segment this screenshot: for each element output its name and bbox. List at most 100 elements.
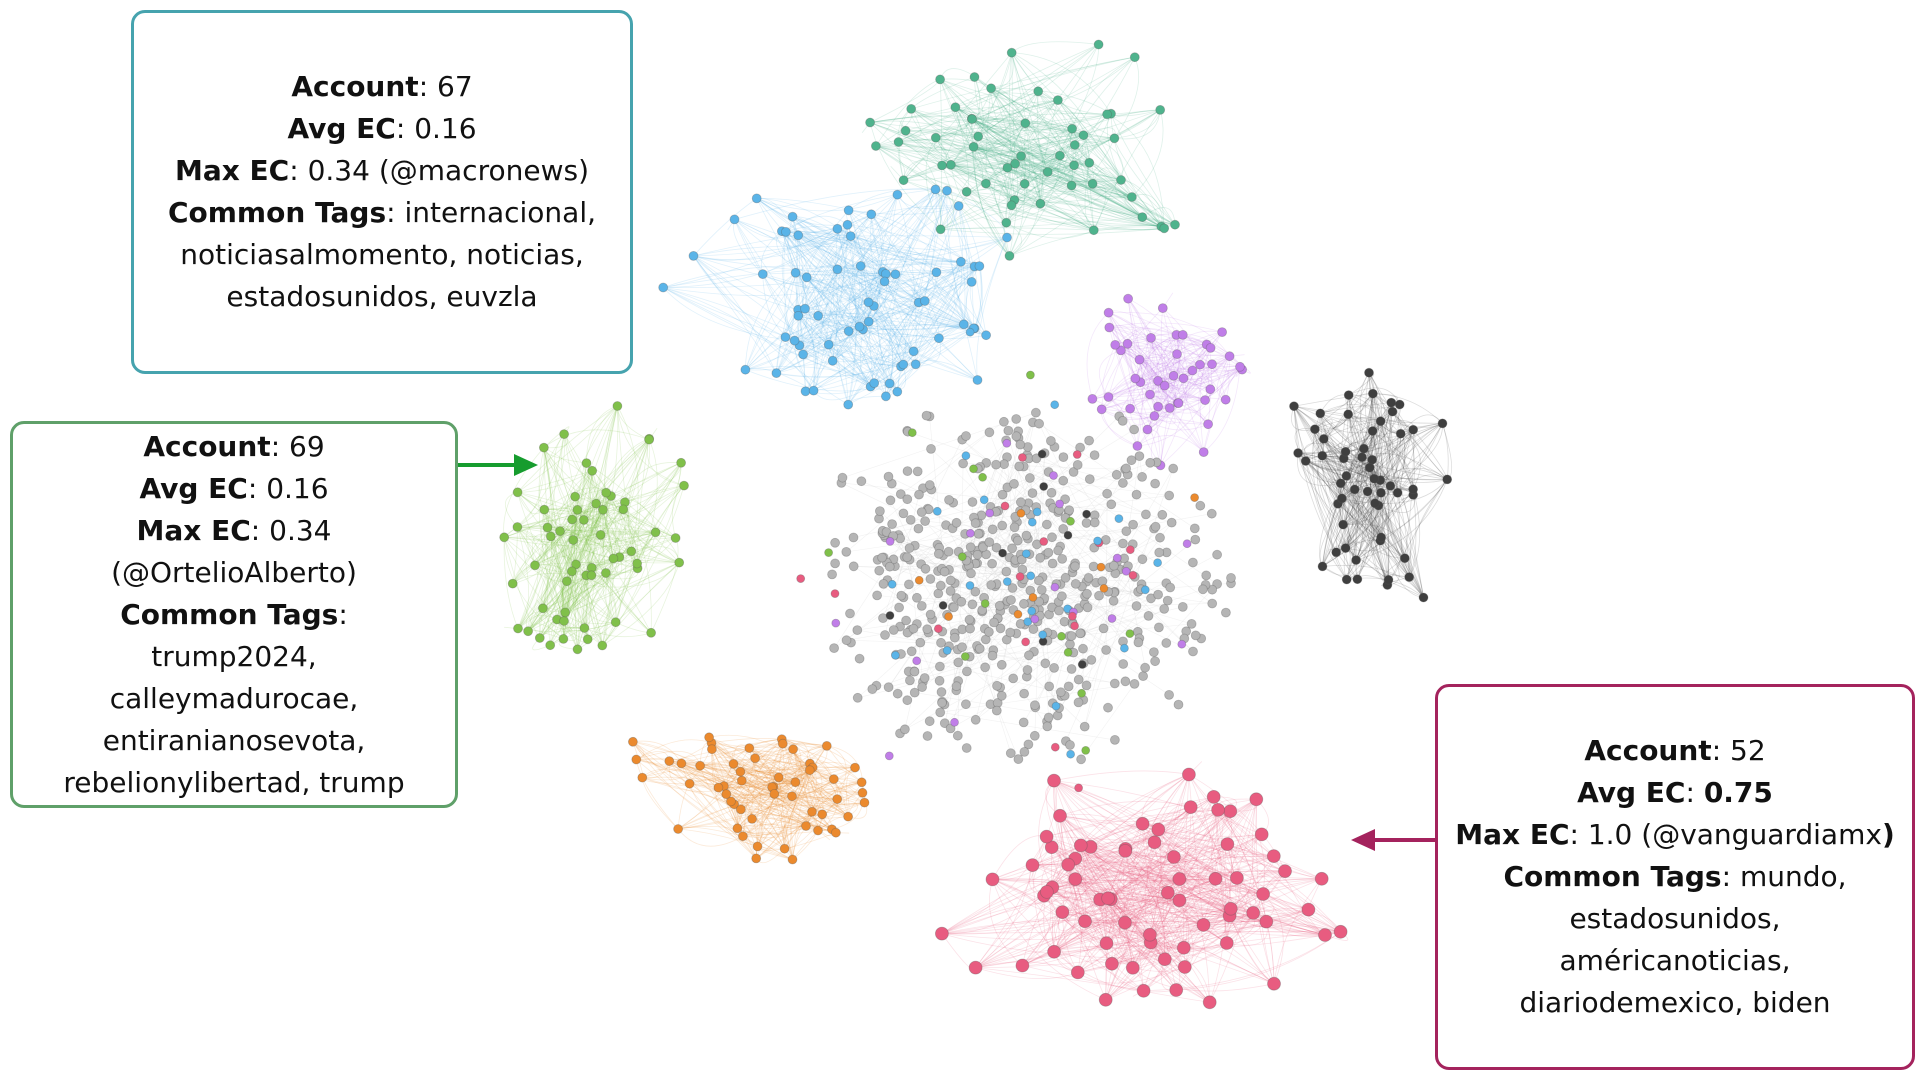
gray-node xyxy=(887,519,897,529)
orange-node xyxy=(859,797,870,808)
sky-node xyxy=(793,230,804,241)
lime-edge xyxy=(504,496,576,538)
charcoal-edge xyxy=(1323,438,1448,481)
gray-edge xyxy=(940,642,1003,697)
lime-edge xyxy=(591,470,617,559)
sky-edge xyxy=(870,214,926,302)
gray-node xyxy=(904,579,914,590)
pink-edge xyxy=(1173,855,1274,864)
mint-edge xyxy=(1040,56,1136,204)
gray-node xyxy=(945,575,956,586)
gray-node xyxy=(1150,478,1160,489)
gray-node xyxy=(933,548,944,559)
sky-edge xyxy=(693,235,851,261)
charcoal-edge xyxy=(1346,393,1374,477)
sky-edge xyxy=(781,230,849,405)
violet-edge xyxy=(1101,408,1209,425)
sky-edge xyxy=(848,210,875,306)
gray-node xyxy=(952,730,963,741)
gray-node xyxy=(1111,469,1122,480)
mint-edge xyxy=(939,79,943,230)
orange-edge xyxy=(636,739,712,760)
charcoal-edge xyxy=(1322,455,1391,487)
mint-edge xyxy=(1020,128,1073,157)
sky-edge xyxy=(734,219,829,345)
pink-node xyxy=(1246,906,1261,920)
gray-node xyxy=(1014,461,1025,472)
orange-edge xyxy=(751,763,811,820)
pink-node xyxy=(1278,864,1292,878)
sky-edge xyxy=(787,216,807,278)
pink-edge xyxy=(1176,931,1341,991)
gray-node xyxy=(1102,488,1112,499)
gray-edge xyxy=(1029,477,1170,496)
pink-edge xyxy=(941,892,1168,935)
mint-edge xyxy=(939,79,1012,206)
violet-edge xyxy=(1108,387,1211,398)
orange-edge xyxy=(751,738,783,819)
gray-node xyxy=(986,580,997,590)
orange-edge xyxy=(757,763,811,847)
lime-edge xyxy=(574,470,593,650)
orange-edge xyxy=(632,741,738,829)
gray-node xyxy=(1126,455,1137,466)
charcoal-edge xyxy=(1305,460,1346,549)
mint-edge xyxy=(977,44,1099,137)
mint-node xyxy=(1109,133,1120,144)
charcoal-edge xyxy=(1323,420,1381,440)
charcoal-node xyxy=(1351,555,1361,565)
charcoal-edge xyxy=(1318,455,1346,549)
pink-node xyxy=(1135,816,1150,831)
mint-node xyxy=(1006,200,1017,211)
lime-edge xyxy=(604,405,618,559)
pink-edge xyxy=(1106,878,1216,944)
charcoal-edge xyxy=(1322,448,1365,567)
orange-edge xyxy=(668,760,757,859)
mint-edge xyxy=(966,191,1143,218)
lime-edge xyxy=(504,485,685,538)
violet-edge xyxy=(1109,327,1179,404)
sky-edge xyxy=(804,308,974,329)
pink-node xyxy=(1021,637,1030,647)
charcoal-node xyxy=(1418,592,1429,603)
charcoal-node xyxy=(1437,418,1448,429)
sky-edge xyxy=(804,271,937,310)
cluster-info-box-teal: Account: 67 Avg EC: 0.16 Max EC: 0.34 (@… xyxy=(131,10,633,374)
pink-edge xyxy=(1226,811,1233,944)
lime-edge xyxy=(517,492,566,613)
mint-edge xyxy=(971,118,1122,181)
orange-edge xyxy=(700,765,775,795)
violet-node xyxy=(1132,441,1143,451)
charcoal-edge xyxy=(1378,429,1416,506)
mint-edge xyxy=(971,118,1075,166)
lime-edge xyxy=(575,531,656,565)
orange-edge xyxy=(784,767,817,849)
gray-node xyxy=(1146,593,1156,604)
gray-node xyxy=(1036,585,1047,595)
pink-node xyxy=(1157,952,1172,967)
gray-edge xyxy=(884,629,963,636)
charcoal-edge xyxy=(1390,423,1443,487)
charcoal-edge xyxy=(1346,475,1364,561)
sky-edge xyxy=(795,272,871,387)
pink-edge xyxy=(975,912,1254,969)
gray-node xyxy=(1108,596,1119,606)
gray-node xyxy=(915,637,926,648)
gray-node xyxy=(1150,521,1161,532)
gray-node xyxy=(1097,576,1108,586)
pink-edge xyxy=(1090,846,1186,968)
gray-node xyxy=(945,586,956,596)
sky-node xyxy=(866,209,877,220)
gray-node xyxy=(924,480,935,490)
charcoal-edge xyxy=(1297,452,1375,484)
lime-edge xyxy=(563,558,614,639)
mint-node xyxy=(1088,225,1099,236)
sky-edge xyxy=(756,194,898,212)
sky-edge xyxy=(847,302,920,405)
mint-edge xyxy=(905,130,1007,223)
pink-edge xyxy=(1217,809,1286,872)
sky-edge xyxy=(850,235,1008,251)
sky-node xyxy=(1153,558,1162,568)
sky-edge xyxy=(958,205,975,329)
violet-edge xyxy=(1160,364,1201,466)
